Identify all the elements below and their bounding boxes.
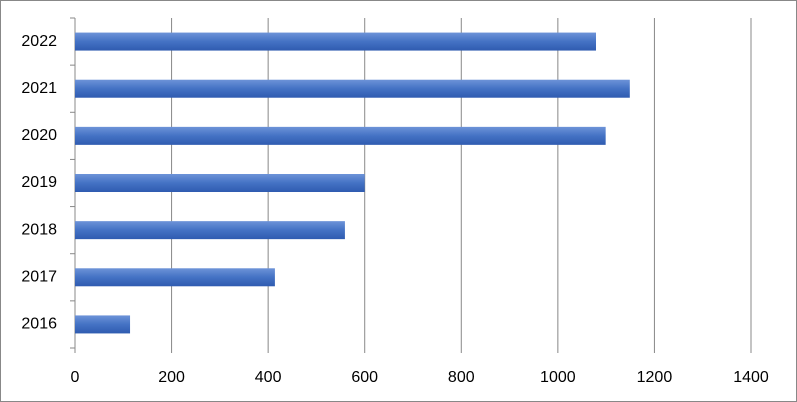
y-tick-label: 2018 <box>21 221 57 238</box>
bar <box>75 268 275 287</box>
bar <box>75 174 365 192</box>
x-tick-label: 0 <box>71 369 80 386</box>
bar <box>75 221 345 240</box>
bar <box>75 126 606 145</box>
y-tick-label: 2022 <box>21 33 57 50</box>
y-tick-label: 2019 <box>21 174 57 191</box>
x-tick-label: 1400 <box>733 369 769 386</box>
x-tick-label: 1000 <box>540 369 576 386</box>
bar <box>75 32 597 51</box>
x-tick-label: 1200 <box>637 369 673 386</box>
y-tick-label: 2016 <box>21 316 57 333</box>
bar <box>75 79 630 98</box>
y-tick-label: 2017 <box>21 269 57 286</box>
y-tick-label: 2021 <box>21 80 57 97</box>
y-tick-label: 2020 <box>21 127 57 144</box>
x-tick-label: 400 <box>255 369 282 386</box>
x-tick-label: 200 <box>158 369 185 386</box>
x-tick-label: 800 <box>448 369 475 386</box>
bar <box>75 315 131 334</box>
x-tick-label: 600 <box>351 369 378 386</box>
